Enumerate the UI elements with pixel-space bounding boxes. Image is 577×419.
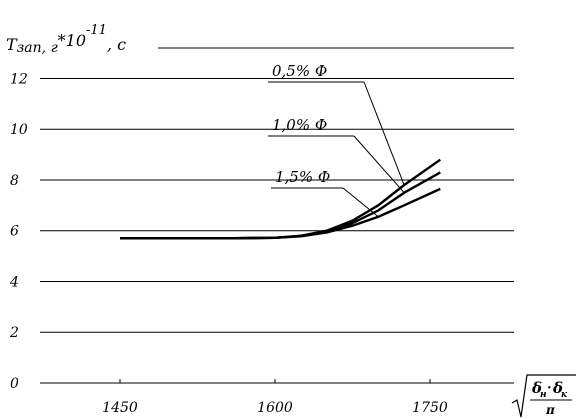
- leader-line: [342, 187, 379, 218]
- x-tick-label: 1600: [257, 400, 293, 416]
- y-tick-label: 2: [9, 325, 19, 341]
- series-line: [120, 187, 441, 240]
- leader-lines: [268, 81, 405, 218]
- y-tick-labels: 0 2 4 6 8 10 12: [9, 71, 28, 392]
- leader-line: [363, 81, 405, 186]
- formula-sub-2: к: [561, 390, 568, 400]
- x-axis: [40, 379, 514, 384]
- y-axis-title: Tзап, г*10-11, c: [6, 23, 126, 56]
- formula-dot: ·: [547, 381, 552, 396]
- y-tick-label: 6: [10, 224, 19, 240]
- series-label: 1,0% Ф: [272, 116, 327, 134]
- series-lines: [120, 158, 441, 240]
- formula-delta-1: δ: [531, 379, 542, 397]
- formula-pi: π: [545, 403, 555, 417]
- y-tick-label: 0: [10, 376, 19, 392]
- y-tick-label: 10: [10, 122, 28, 138]
- y-tick-label: 12: [10, 71, 28, 87]
- formula-delta-2: δ: [552, 379, 563, 397]
- series-labels: 0,5% Ф 1,0% Ф 1,5% Ф: [272, 62, 330, 186]
- formula-sub-1: н: [540, 390, 547, 400]
- y-tick-label: 4: [9, 274, 19, 290]
- x-tick-label: 1450: [102, 400, 138, 416]
- leader-line: [353, 135, 405, 193]
- y-tick-label: 8: [10, 173, 19, 189]
- sqrt-sign: [511, 374, 576, 418]
- x-axis-formula: δ н · δ к π: [511, 374, 576, 418]
- gridlines: [40, 77, 514, 333]
- x-tick-labels: 1450 1600 1750: [102, 400, 448, 416]
- series-label: 0,5% Ф: [272, 62, 327, 80]
- x-tick-label: 1750: [412, 400, 448, 416]
- series-label: 1,5% Ф: [275, 168, 330, 186]
